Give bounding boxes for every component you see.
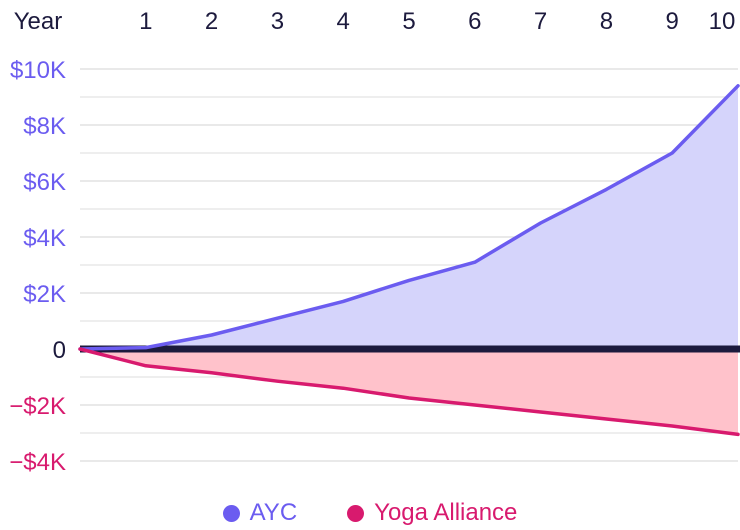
series-lines xyxy=(78,84,740,437)
y-tick-label: $6K xyxy=(23,169,66,196)
area-fills xyxy=(80,85,740,435)
y-tick-label: $8K xyxy=(23,113,66,140)
x-tick-label: 5 xyxy=(402,8,415,35)
legend-item: AYC xyxy=(222,499,298,527)
x-tick-label: 7 xyxy=(534,8,547,35)
x-tick-label: 2 xyxy=(205,8,218,35)
y-tick-label: 0 xyxy=(53,337,66,364)
legend-item: Yoga Alliance xyxy=(347,499,517,527)
legend-dot xyxy=(347,504,365,522)
series-line-0 xyxy=(78,84,740,351)
area-fill-series-1 xyxy=(80,349,738,435)
x-tick-label: 3 xyxy=(271,8,284,35)
y-tick-label: −$2K xyxy=(9,393,66,420)
area-fill-series-0 xyxy=(80,85,738,350)
x-tick-label: 4 xyxy=(337,8,350,35)
legend-dot xyxy=(222,504,240,522)
x-axis-label: Year xyxy=(14,8,63,35)
legend-label: AYC xyxy=(249,499,298,526)
x-tick-label: 6 xyxy=(468,8,481,35)
x-tick-label: 8 xyxy=(600,8,613,35)
x-tick-label: 1 xyxy=(139,8,152,35)
y-tick-labels: $10K $8K $6K $4K $2K 0 −$2K −$4K xyxy=(9,57,66,476)
y-tick-label: $10K xyxy=(10,57,66,84)
chart: Year 1 2 3 4 5 6 7 8 9 10 $10K $8K $6K $4K $2K 0 −$2K −$… xyxy=(9,8,740,476)
x-tick-label: 10 xyxy=(709,8,736,35)
y-tick-label: $4K xyxy=(23,225,66,252)
x-tick-labels: Year 1 2 3 4 5 6 7 8 9 10 xyxy=(14,8,736,35)
y-tick-label: $2K xyxy=(23,281,66,308)
x-tick-label: 9 xyxy=(666,8,679,35)
legend-label: Yoga Alliance xyxy=(374,499,518,526)
series-line-1 xyxy=(78,347,740,437)
legend: AYC Yoga Alliance xyxy=(0,496,740,530)
y-tick-label: −$4K xyxy=(9,449,66,476)
